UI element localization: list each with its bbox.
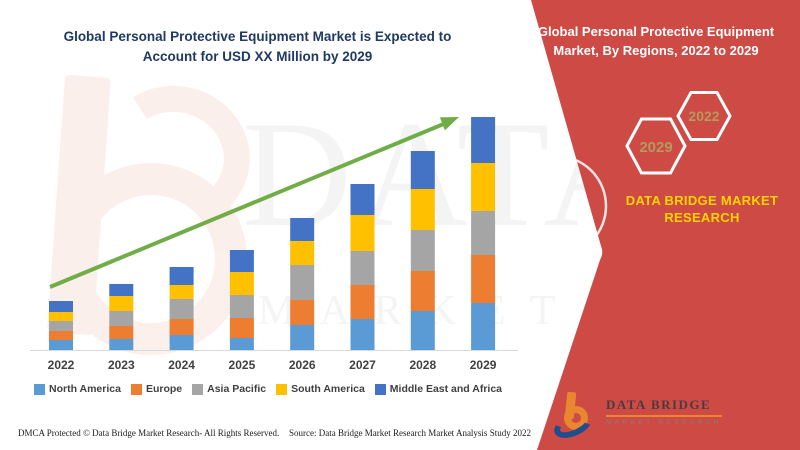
bar-segment-south-america [410, 189, 435, 230]
bar-segment-europe [109, 326, 134, 339]
legend-item-asia-pacific: Asia Pacific [192, 383, 266, 395]
bar-segment-south-america [350, 215, 375, 251]
bar-segment-europe [229, 318, 254, 338]
bar-segment-middle-east-and-africa [471, 117, 496, 163]
bar-segment-asia-pacific [229, 295, 254, 318]
bar-segment-north-america [410, 311, 435, 350]
legend-item-europe: Europe [130, 383, 183, 395]
legend-item-south-america: South America [276, 383, 365, 395]
bar-segment-asia-pacific [109, 311, 134, 326]
hexagon-2029 [625, 117, 687, 175]
bar-segment-south-america [229, 272, 254, 295]
legend-item-north-america: North America [33, 383, 121, 395]
bar-segment-middle-east-and-africa [290, 218, 315, 241]
bar-segment-north-america [49, 340, 73, 350]
category-label: 2026 [289, 358, 316, 372]
bar-segment-middle-east-and-africa [49, 301, 73, 312]
bar-segment-north-america [109, 339, 134, 350]
bar-segment-middle-east-and-africa [410, 151, 435, 189]
category-label: 2022 [48, 358, 75, 372]
bar-segment-middle-east-and-africa [109, 284, 134, 296]
trend-arrow-head [439, 117, 459, 131]
legend-swatch [192, 383, 204, 395]
source-text: Source: Data Bridge Market Research Mark… [289, 428, 531, 438]
bar-segment-north-america [471, 303, 496, 350]
banner-title: Global Personal Protective Equipment Mar… [520, 22, 792, 60]
bar-segment-south-america [109, 296, 134, 311]
bar-segment-middle-east-and-africa [229, 250, 254, 272]
logo-icon-bowl [564, 406, 588, 430]
category-label: 2025 [229, 358, 256, 372]
legend-swatch [276, 383, 288, 395]
legend-label: North America [48, 383, 121, 395]
legend-swatch [33, 383, 45, 395]
legend-label: Middle East and Africa [389, 383, 503, 395]
legend-item-middle-east-and-africa: Middle East and Africa [374, 383, 503, 395]
red-banner-polygon [531, 0, 800, 450]
chart-legend: North America Europe Asia Pacific South Ame… [22, 383, 514, 395]
bar-segment-south-america [290, 241, 315, 265]
category-label: 2027 [349, 358, 376, 372]
category-label: 2028 [409, 358, 436, 372]
chart-title-line2: Account for USD XX Million by 2029 [142, 49, 373, 64]
bar-segment-middle-east-and-africa [350, 184, 375, 215]
chart-title-line1: Global Personal Protective Equipment Mar… [63, 29, 452, 44]
category-label: 2024 [168, 358, 195, 372]
logo-name: DATA BRIDGE [606, 397, 722, 417]
bar-segment-south-america [49, 312, 73, 321]
bar-segment-middle-east-and-africa [169, 267, 194, 285]
bar-segment-europe [350, 285, 375, 319]
bar-segment-north-america [350, 319, 375, 350]
bar-segment-asia-pacific [49, 321, 73, 331]
legend-label: Europe [145, 383, 183, 395]
bar-segment-south-america [169, 285, 194, 299]
bar-segment-asia-pacific [169, 299, 194, 319]
legend-swatch [130, 383, 142, 395]
banner-brand-line1: DATA BRIDGE MARKET [625, 193, 779, 208]
bar-segment-europe [410, 271, 435, 311]
bar-segment-europe [471, 255, 496, 303]
hexagon-2029-label: 2029 [639, 139, 672, 156]
banner-title-line2: Market, By Regions, 2022 to 2029 [553, 43, 759, 58]
hexagon-2022-label: 2022 [688, 108, 719, 124]
bar-segment-asia-pacific [290, 265, 315, 300]
bar-segment-north-america [169, 335, 194, 350]
bar-segment-north-america [229, 338, 254, 350]
banner-brand-line2: RESEARCH [664, 210, 740, 225]
bar-segment-europe [49, 331, 73, 340]
bar-segment-asia-pacific [471, 211, 496, 255]
dbmr-logo: DATA BRIDGE MARKET RESEARCH [550, 391, 722, 444]
chart-title: Global Personal Protective Equipment Mar… [35, 27, 480, 67]
banner-brand-text: DATA BRIDGE MARKET RESEARCH [612, 192, 792, 226]
bar-segment-south-america [471, 163, 496, 211]
bar-segment-north-america [290, 325, 315, 350]
logo-text: DATA BRIDGE MARKET RESEARCH [606, 397, 722, 426]
bar-segment-europe [290, 300, 315, 325]
category-label: 2029 [470, 358, 497, 372]
banner-title-line1: Global Personal Protective Equipment [537, 24, 775, 39]
legend-swatch [374, 383, 386, 395]
legend-label: South America [291, 383, 365, 395]
logo-subtitle: MARKET RESEARCH [606, 419, 722, 426]
hexagon-2022 [676, 91, 732, 141]
legend-label: Asia Pacific [207, 383, 267, 395]
dmca-text: DMCA Protected © Data Bridge Market Rese… [18, 428, 280, 438]
dbmr-logo-icon [550, 391, 598, 444]
category-label: 2023 [108, 358, 135, 372]
bar-segment-europe [169, 319, 194, 335]
bar-segment-asia-pacific [350, 251, 375, 285]
bar-segment-asia-pacific [410, 230, 435, 271]
trend-arrow-line [49, 121, 447, 289]
logo-icon-swoosh [550, 406, 596, 444]
